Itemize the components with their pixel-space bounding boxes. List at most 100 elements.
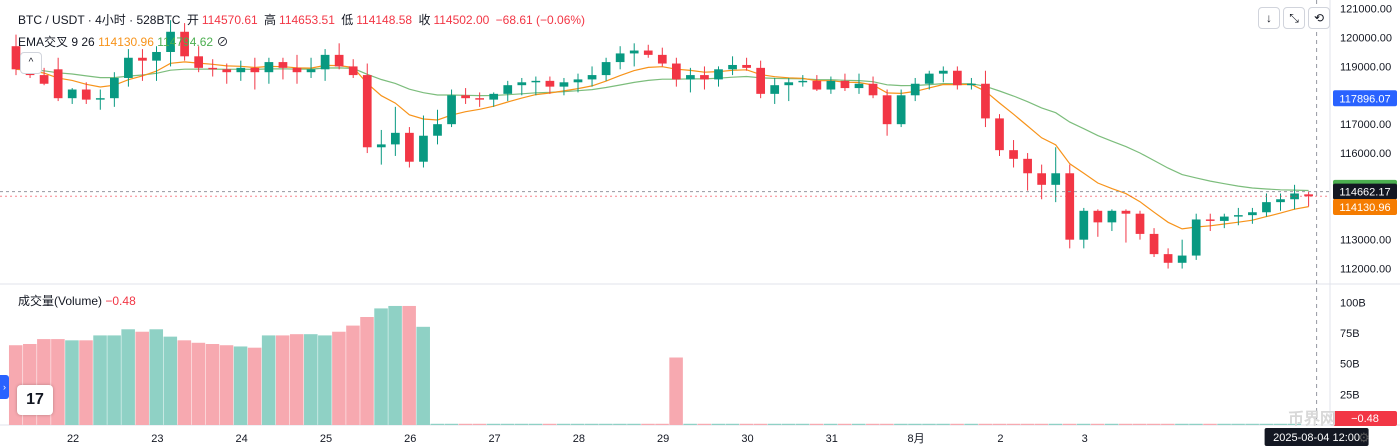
settings-icon[interactable]: ⚙ <box>1358 430 1370 445</box>
time-tick-label: 25 <box>320 433 332 445</box>
volume-bar <box>1231 423 1245 425</box>
time-tick-label: 24 <box>236 433 248 445</box>
price-tick-label: 117000.00 <box>1340 119 1391 131</box>
volume-bar <box>613 423 627 425</box>
candle-body <box>1065 173 1075 240</box>
watermark: 币界网 <box>1288 411 1337 428</box>
candle-body <box>700 75 709 80</box>
candle-body <box>447 95 456 125</box>
tv-logo-icon: 17 <box>26 391 44 408</box>
volume-bar <box>908 423 922 425</box>
candle-body <box>334 54 344 67</box>
price-tick-label: 121000.00 <box>1340 4 1392 16</box>
expand-icon: ⤡ <box>1289 11 1299 25</box>
volume-bar <box>93 335 107 425</box>
candle-body <box>770 85 780 94</box>
tradingview-logo[interactable]: 17 <box>17 385 53 415</box>
candle-body <box>657 54 667 64</box>
expand-button[interactable]: ⤡ <box>1283 7 1305 29</box>
volume-bar <box>1090 423 1105 425</box>
ema-fast-value: 114130.96 <box>98 35 154 49</box>
volume-bar <box>107 335 121 425</box>
time-tick-label: 2 <box>997 433 1003 445</box>
sidebar-toggle[interactable]: › <box>0 375 9 399</box>
volume-bar <box>1048 423 1063 425</box>
volume-bar <box>219 345 234 425</box>
candle-body <box>1023 158 1032 174</box>
volume-bar <box>1034 423 1049 425</box>
volume-bar <box>964 423 978 425</box>
volume-bar <box>233 346 248 425</box>
candle-body <box>967 83 976 86</box>
ema-fast-line <box>15 61 1309 230</box>
ema-params: 9 26 <box>71 35 95 49</box>
time-tick-label: 22 <box>67 433 79 445</box>
change-value: −68.61 (−0.06%) <box>495 13 586 27</box>
open-value: 114570.61 <box>201 13 258 27</box>
volume-bar <box>65 340 79 425</box>
candle-body <box>1135 213 1145 234</box>
candle-body <box>952 70 962 86</box>
candle-body <box>601 62 611 76</box>
candle-body <box>812 80 822 90</box>
candle-body <box>517 82 527 86</box>
candle-body <box>1051 173 1061 185</box>
volume-bar <box>135 331 149 425</box>
volume-bar <box>486 423 501 425</box>
time-tick-label: 27 <box>488 433 500 445</box>
candle-body <box>1233 215 1243 217</box>
close-label: 收 <box>418 13 431 27</box>
candle-body <box>896 95 906 125</box>
candle-body <box>1163 254 1173 263</box>
open-label: 开 <box>186 13 199 27</box>
candle-body <box>686 75 695 80</box>
volume-name: 成交量(Volume) <box>18 294 103 308</box>
volume-bar <box>275 335 290 425</box>
volume-bar <box>866 423 880 425</box>
volume-bar <box>1118 423 1133 425</box>
candle-body <box>756 67 766 94</box>
volume-tick-label: 100B <box>1340 297 1366 309</box>
price-tick-label: 112000.00 <box>1340 264 1391 276</box>
collapse-legend-button[interactable]: ^ <box>20 52 42 74</box>
scroll-down-button[interactable]: ↓ <box>1258 7 1280 29</box>
candle-body <box>1276 199 1285 203</box>
volume-legend[interactable]: 成交量(Volume) −0.48 <box>18 292 136 309</box>
price-badge-label: 117896.07 <box>1339 93 1390 105</box>
volume-bar <box>1259 423 1273 425</box>
candle-body <box>587 75 597 80</box>
candle-body <box>489 93 499 100</box>
volume-bar <box>851 423 866 425</box>
volume-bar <box>880 423 894 425</box>
volume-bar <box>360 317 374 425</box>
visibility-toggle-icon[interactable]: ⊘ <box>216 35 229 49</box>
volume-bar <box>781 423 796 425</box>
candle-body <box>264 62 274 73</box>
time-tick-label: 8月 <box>908 433 925 445</box>
volume-bar <box>500 423 515 425</box>
volume-bar <box>261 335 276 425</box>
volume-bar <box>458 423 473 425</box>
candle-body <box>405 132 414 162</box>
candle-body <box>109 77 119 99</box>
candle-body <box>53 69 63 99</box>
volume-bar <box>795 423 810 425</box>
volume-bar <box>289 334 304 425</box>
volume-bar <box>79 340 93 425</box>
volume-bar <box>1006 423 1021 425</box>
volume-bar <box>655 423 669 425</box>
candle-body <box>95 98 105 100</box>
crosshair-time-badge <box>1264 428 1369 446</box>
candle-body <box>194 56 204 68</box>
price-badge <box>1333 199 1397 216</box>
ema-legend[interactable]: EMA交叉 9 26 114130.96 114794.62 ⊘ <box>18 33 228 50</box>
volume-bar <box>837 423 852 425</box>
reset-button[interactable]: ⟲ <box>1308 7 1330 29</box>
volume-bar <box>528 423 543 425</box>
volume-bar <box>332 331 346 425</box>
volume-bar <box>1132 423 1147 425</box>
volume-bar <box>205 344 220 425</box>
candle-body <box>503 85 513 94</box>
candle-body <box>1205 219 1215 221</box>
